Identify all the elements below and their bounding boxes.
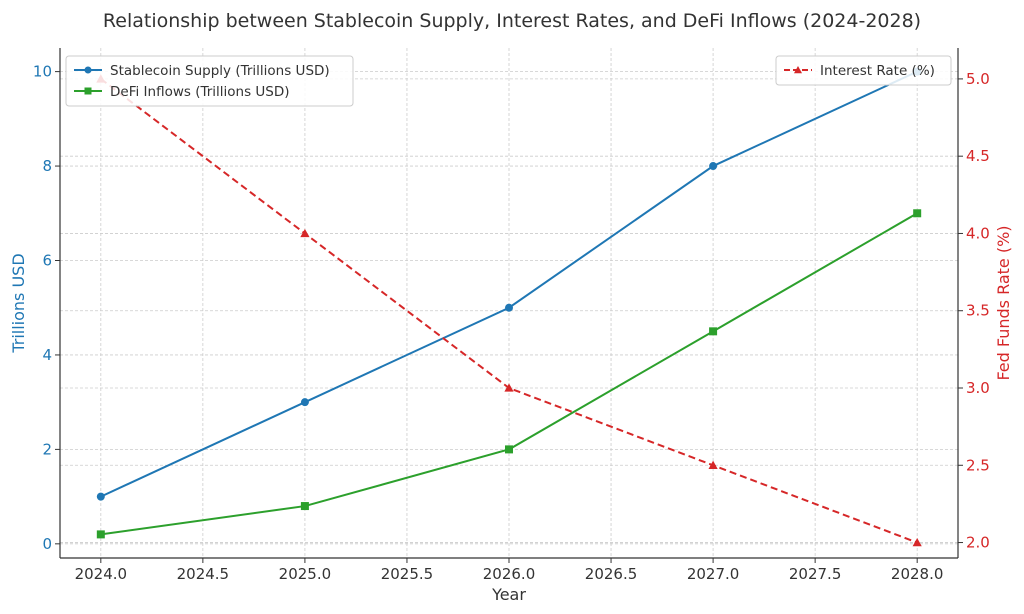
data-point — [300, 398, 309, 407]
data-point — [709, 162, 718, 171]
chart-title: Relationship between Stablecoin Supply, … — [103, 10, 921, 32]
y-left-tick-label: 0 — [42, 535, 52, 553]
data-point — [912, 537, 922, 547]
legend-marker — [793, 65, 803, 74]
x-tick-label: 2025.5 — [381, 565, 434, 583]
y-right-tick-label: 4.0 — [966, 224, 990, 242]
x-tick-label: 2028.0 — [891, 565, 944, 583]
legend-label: DeFi Inflows (Trillions USD) — [110, 84, 290, 100]
x-axis-title: Year — [491, 585, 526, 604]
y-left-tick-label: 2 — [42, 440, 52, 458]
y-right-tick-label: 3.0 — [966, 379, 990, 397]
data-point — [709, 327, 718, 336]
y-axis-right: 2.0 2.5 3.0 3.5 4.0 4.5 5.0 — [958, 70, 990, 552]
y-right-tick-label: 2.5 — [966, 456, 990, 474]
legend-marker — [84, 87, 92, 95]
y-right-tick-label: 5.0 — [966, 70, 990, 88]
x-tick-label: 2024.5 — [177, 565, 230, 583]
x-tick-label: 2027.5 — [789, 565, 842, 583]
y-axis-right-title: Fed Funds Rate (%) — [994, 225, 1013, 380]
y-left-tick-label: 6 — [42, 252, 52, 270]
legend-right: Interest Rate (%) — [775, 55, 952, 86]
x-tick-label: 2026.5 — [585, 565, 638, 583]
grid — [60, 48, 958, 558]
x-axis: 2024.0 2024.5 2025.0 2025.5 2026.0 2026.5 2027… — [75, 558, 944, 583]
data-point — [504, 383, 514, 392]
y-left-tick-label: 4 — [42, 346, 52, 364]
legend-box — [775, 55, 952, 86]
data-point — [96, 492, 105, 501]
y-axis-left-title: Trillions USD — [9, 253, 28, 353]
legend-label: Interest Rate (%) — [820, 63, 935, 79]
legend-left: Stablecoin Supply (Trillions USD) DeFi In… — [65, 55, 354, 107]
series-1 — [96, 209, 922, 539]
legend-label: Stablecoin Supply (Trillions USD) — [110, 63, 330, 79]
y-right-tick-label: 3.5 — [966, 302, 990, 320]
data-point — [708, 460, 718, 469]
series-layer — [96, 67, 922, 547]
data-point — [300, 228, 310, 238]
x-tick-label: 2025.0 — [279, 565, 332, 583]
data-point — [300, 502, 309, 511]
data-point — [505, 445, 513, 454]
data-point — [96, 530, 105, 539]
data-point — [913, 209, 922, 218]
legend-marker — [84, 66, 92, 74]
x-tick-label: 2027.0 — [687, 565, 740, 583]
x-tick-label: 2024.0 — [75, 565, 128, 583]
series-0 — [96, 67, 922, 501]
y-right-tick-label: 2.0 — [966, 534, 990, 552]
data-point — [505, 303, 513, 312]
y-right-tick-label: 4.5 — [966, 147, 990, 165]
y-left-tick-label: 8 — [42, 157, 52, 175]
x-tick-label: 2026.0 — [483, 565, 536, 583]
y-left-tick-label: 10 — [33, 63, 52, 81]
legend-box — [65, 55, 354, 107]
y-axis-left: 0 2 4 6 8 10 — [33, 63, 60, 553]
